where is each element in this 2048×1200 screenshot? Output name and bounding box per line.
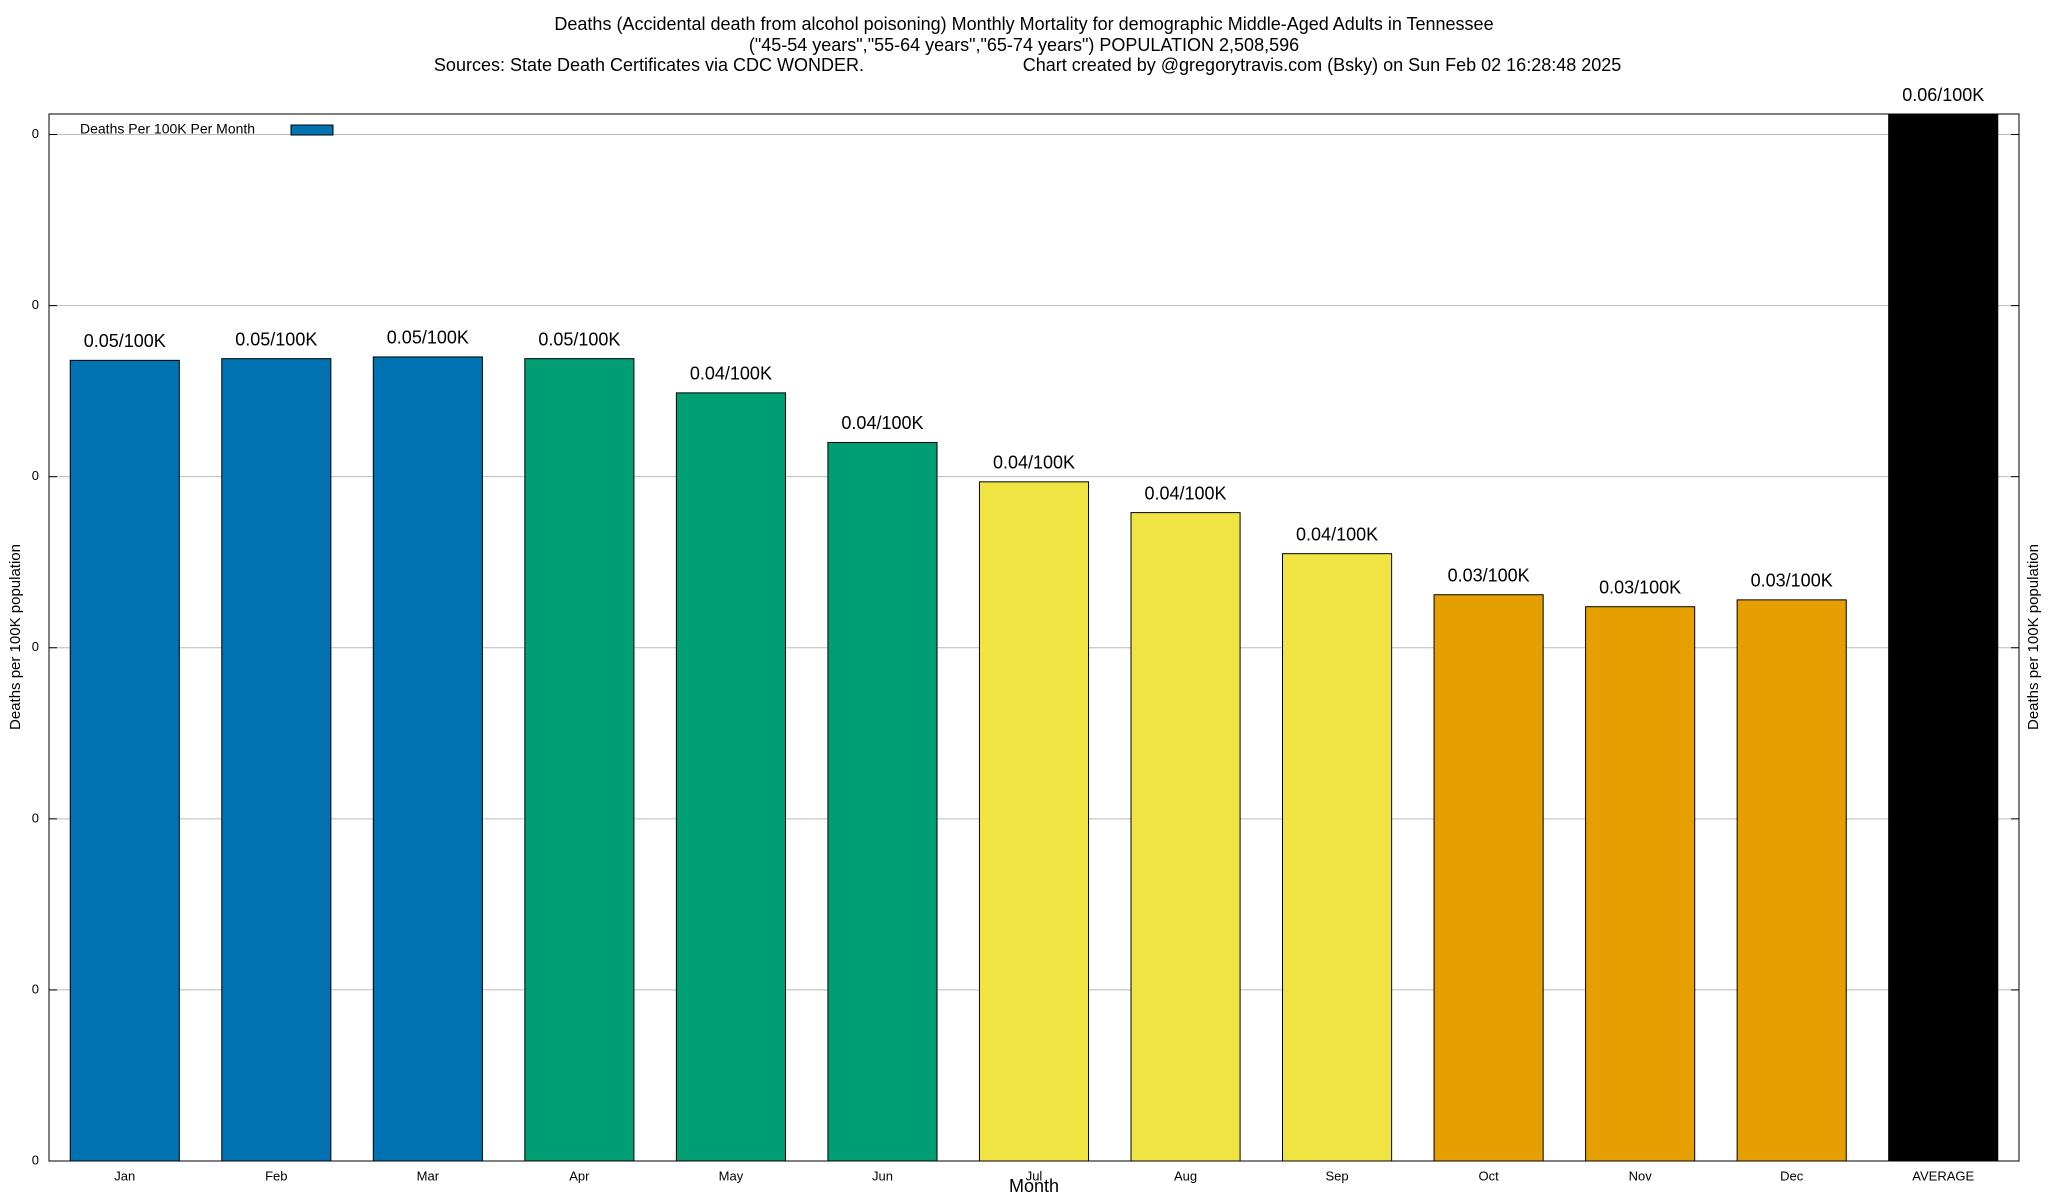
- x-tick-label: Apr: [569, 1168, 590, 1183]
- value-label: 0.05/100K: [538, 329, 620, 349]
- credit: Chart created by @gregorytravis.com (Bsk…: [1023, 55, 1622, 75]
- value-label: 0.04/100K: [690, 364, 772, 384]
- x-tick-label: Jan: [114, 1168, 135, 1183]
- bar: [1736, 599, 1847, 1162]
- value-label: 0.06/100K: [1902, 85, 1984, 105]
- x-tick-label: Aug: [1174, 1168, 1197, 1183]
- y-tick-label: 0: [32, 981, 39, 996]
- y-tick-label: 0: [32, 126, 39, 141]
- value-label: 0.03/100K: [1448, 565, 1530, 585]
- x-tick-label: AVERAGE: [1912, 1168, 1974, 1183]
- bar: [524, 358, 635, 1162]
- bar: [221, 358, 332, 1162]
- bar: [1433, 594, 1544, 1162]
- x-tick-label: Dec: [1780, 1168, 1804, 1183]
- plot-frame: [48, 113, 2020, 1162]
- y-axis-label: Deaths per 100K population: [7, 544, 24, 730]
- value-label: 0.05/100K: [235, 329, 317, 349]
- x-tick-label: Nov: [1629, 1168, 1653, 1183]
- value-label: 0.04/100K: [841, 413, 923, 433]
- chart-subtitle: ("45-54 years","55-64 years","65-74 year…: [749, 35, 1299, 55]
- x-tick-label: Feb: [265, 1168, 287, 1183]
- x-tick-label: Jul: [1026, 1168, 1043, 1183]
- y-tick-label: 0: [32, 468, 39, 483]
- value-label: 0.03/100K: [1751, 571, 1833, 591]
- value-label: 0.04/100K: [993, 453, 1075, 473]
- x-tick-label: Jun: [872, 1168, 893, 1183]
- value-label: 0.05/100K: [84, 331, 166, 351]
- y2-axis-label: Deaths per 100K population: [2025, 544, 2042, 730]
- value-label: 0.03/100K: [1599, 577, 1681, 597]
- bar: [1888, 113, 1999, 1162]
- y-tick-label: 0: [32, 1152, 39, 1167]
- x-tick-label: May: [719, 1168, 744, 1183]
- bar: [978, 481, 1090, 1162]
- legend-swatch: [290, 124, 334, 136]
- value-label: 0.04/100K: [1144, 483, 1226, 503]
- x-tick-label: Sep: [1326, 1168, 1349, 1183]
- bar: [69, 359, 180, 1162]
- bar: [675, 392, 786, 1162]
- bar: [1585, 606, 1696, 1162]
- y-tick-label: 0: [32, 297, 39, 312]
- x-tick-label: Oct: [1478, 1168, 1499, 1183]
- y-tick-label: 0: [32, 810, 39, 825]
- y-tick-label: 0: [32, 639, 39, 654]
- value-label: 0.04/100K: [1296, 524, 1378, 544]
- value-label: 0.05/100K: [387, 328, 469, 348]
- x-axis-label: Month: [1009, 1176, 1059, 1196]
- bar: [1130, 512, 1241, 1162]
- chart-title: Deaths (Accidental death from alcohol po…: [554, 14, 1493, 34]
- bar: [827, 441, 938, 1162]
- bar: [1282, 553, 1393, 1162]
- legend-label: Deaths Per 100K Per Month: [80, 121, 255, 137]
- bar: [372, 356, 483, 1162]
- x-tick-label: Mar: [417, 1168, 440, 1183]
- source: Sources: State Death Certificates via CD…: [434, 55, 864, 75]
